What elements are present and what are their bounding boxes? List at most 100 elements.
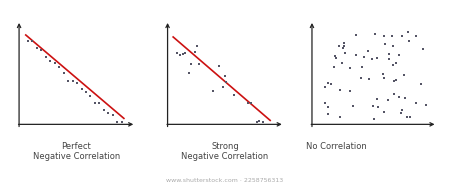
Point (56, 66, 63, 69)
Point (386, 58, 393, 61)
Text: Strong
Negative Correlation: Strong Negative Correlation (181, 142, 269, 161)
Point (399, 108, 406, 112)
Point (328, 82, 335, 85)
Point (352, 33, 360, 36)
Point (330, 66, 338, 69)
Point (96, 101, 103, 105)
Point (332, 57, 339, 60)
Point (373, 56, 380, 59)
Point (392, 61, 400, 64)
Point (186, 72, 193, 75)
Point (350, 104, 357, 107)
Point (180, 52, 187, 55)
Point (69, 79, 76, 82)
Point (346, 90, 353, 93)
Point (381, 111, 388, 114)
Point (361, 55, 368, 58)
Point (194, 44, 201, 47)
Point (29, 40, 36, 43)
Point (379, 72, 387, 75)
Point (322, 86, 329, 89)
Point (105, 112, 112, 115)
Point (339, 46, 346, 49)
Point (337, 89, 344, 92)
Point (388, 34, 395, 37)
Point (412, 101, 419, 105)
Point (100, 108, 108, 111)
Point (222, 80, 230, 83)
Point (82, 90, 90, 93)
Point (248, 101, 255, 104)
Point (64, 79, 72, 82)
Point (402, 97, 409, 100)
Point (220, 86, 227, 89)
Point (87, 94, 94, 98)
Point (389, 44, 396, 47)
Point (381, 35, 388, 38)
Point (47, 59, 54, 62)
Point (346, 67, 353, 70)
Point (253, 121, 260, 124)
Point (181, 51, 189, 54)
Point (174, 52, 181, 55)
Text: No Correlation: No Correlation (306, 142, 367, 151)
Point (109, 114, 117, 117)
Point (336, 115, 343, 118)
Point (406, 115, 414, 118)
Point (398, 111, 405, 114)
Point (374, 105, 381, 108)
Point (118, 121, 125, 124)
Point (259, 121, 266, 124)
Point (364, 49, 372, 52)
Point (60, 71, 68, 74)
Point (192, 51, 199, 54)
Text: Perfect
Negative Correlation: Perfect Negative Correlation (33, 142, 120, 161)
Point (400, 73, 407, 76)
Point (38, 49, 45, 52)
Point (396, 96, 403, 99)
Point (244, 102, 252, 105)
Point (341, 41, 348, 44)
Point (221, 75, 229, 78)
Point (78, 87, 85, 90)
Point (389, 63, 396, 66)
Point (324, 81, 332, 84)
Point (386, 53, 393, 56)
Point (391, 92, 398, 95)
Point (404, 115, 411, 119)
Point (91, 101, 99, 105)
Point (352, 54, 360, 57)
Point (370, 105, 377, 108)
Point (371, 33, 378, 36)
Point (423, 104, 430, 107)
Point (380, 77, 387, 80)
Point (373, 98, 380, 101)
Point (216, 64, 223, 67)
Point (369, 57, 376, 60)
Point (230, 93, 237, 96)
Point (325, 106, 332, 109)
Point (210, 89, 217, 92)
Point (393, 79, 400, 82)
Point (195, 62, 203, 65)
Point (256, 120, 263, 123)
Point (113, 120, 121, 123)
Point (357, 76, 364, 79)
Point (359, 66, 366, 69)
Point (381, 43, 388, 46)
Point (419, 47, 427, 50)
Point (73, 82, 81, 85)
Point (398, 34, 405, 37)
Point (395, 53, 402, 57)
Point (341, 52, 348, 55)
Point (51, 62, 59, 65)
Point (24, 40, 32, 43)
Point (417, 83, 424, 86)
Point (412, 34, 419, 37)
Point (340, 44, 347, 47)
Point (339, 61, 346, 64)
Point (322, 102, 329, 105)
Point (335, 44, 342, 47)
Point (405, 40, 413, 43)
Point (404, 31, 411, 34)
